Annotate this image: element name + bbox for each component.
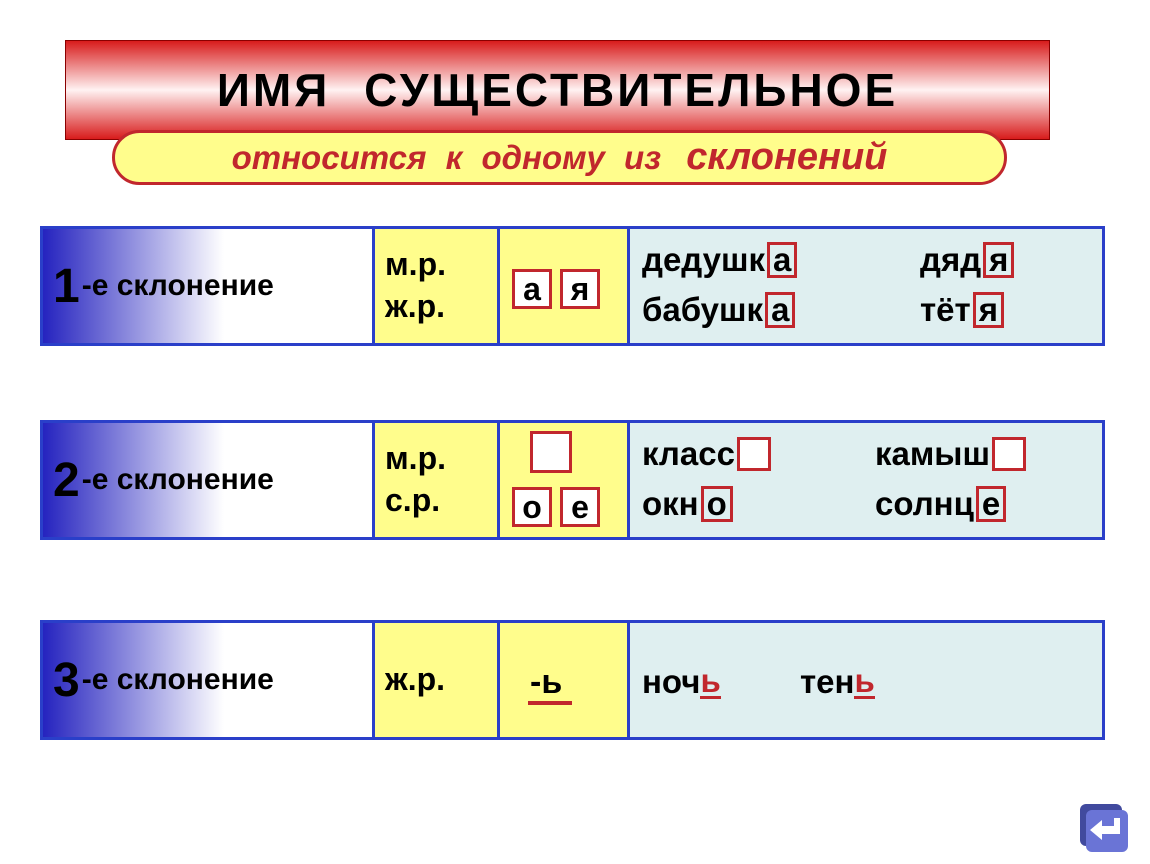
gender-label: м.р. [385, 438, 497, 480]
declension-label: -е склонение [82, 269, 274, 303]
declension-row-3: 3 -е склонение ж.р. -ь ночьтень [40, 620, 1105, 740]
example-word: дедушка [642, 241, 797, 279]
ending-highlight-empty [992, 437, 1026, 471]
soft-sign-highlight: ь [700, 665, 720, 699]
declension-label-cell: 3 -е склонение [43, 623, 375, 737]
ending-box [530, 431, 572, 473]
ending-box: о [512, 487, 552, 527]
subtitle-prefix: относится к одному из [232, 139, 661, 176]
declension-label: -е склонение [82, 663, 274, 697]
gender-cell: м.р. с.р. [375, 423, 500, 537]
title-banner: ИМЯ СУЩЕСТВИТЕЛЬНОЕ [65, 40, 1050, 140]
gender-label: ж.р. [385, 659, 497, 701]
example-stem: дедушк [642, 241, 765, 279]
gender-label: ж.р. [385, 286, 497, 328]
example-stem: ноч [642, 663, 700, 701]
gender-label: м.р. [385, 244, 497, 286]
example-stem: солнц [875, 485, 974, 523]
examples-cell: ночьтень [630, 623, 1102, 737]
example-word: тень [800, 663, 875, 701]
ending-highlight: о [701, 486, 733, 522]
gender-cell: м.р. ж.р. [375, 229, 500, 343]
endings-cell: -ь [500, 623, 630, 737]
ending-box: е [560, 487, 600, 527]
ending-highlight-empty [737, 437, 771, 471]
examples-cell: дедушкадядябабушкатётя [630, 229, 1102, 343]
ending-highlight: а [767, 242, 797, 278]
endings-cell: ая [500, 229, 630, 343]
example-word: тётя [920, 291, 1004, 329]
declension-number: 3 [53, 653, 80, 708]
ending-highlight: я [973, 292, 1004, 328]
soft-sign-ending: -ь [530, 663, 562, 702]
declension-row-2: 2 -е склонение м.р. с.р. ое класскамышок… [40, 420, 1105, 540]
subtitle-bold: склонений [686, 136, 887, 178]
declension-number: 2 [53, 453, 80, 508]
declension-label: -е склонение [82, 463, 274, 497]
examples-cell: класс камыш окно солнце [630, 423, 1102, 537]
example-stem: окн [642, 485, 699, 523]
example-stem: тен [800, 663, 854, 701]
example-stem: дяд [920, 241, 981, 279]
example-word: ночь [642, 663, 721, 701]
example-word: бабушка [642, 291, 795, 329]
example-stem: камыш [875, 435, 990, 473]
example-word: класс [642, 435, 771, 473]
gender-label: с.р. [385, 480, 497, 522]
ending-highlight: я [983, 242, 1014, 278]
example-word: камыш [875, 435, 1026, 473]
example-stem: тёт [920, 291, 971, 329]
infographic-stage: ИМЯ СУЩЕСТВИТЕЛЬНОЕ относится к одному и… [0, 0, 1150, 864]
return-arrow-icon [1080, 804, 1132, 856]
soft-sign-underline [528, 701, 572, 705]
example-stem: класс [642, 435, 735, 473]
endings-cell: ое [500, 423, 630, 537]
declension-label-cell: 2 -е склонение [43, 423, 375, 537]
ending-highlight: е [976, 486, 1006, 522]
example-word: дядя [920, 241, 1014, 279]
ending-highlight: а [765, 292, 795, 328]
example-word: окно [642, 485, 733, 523]
declension-row-1: 1 -е склонение м.р. ж.р. ая дедушкадядяб… [40, 226, 1105, 346]
ending-box: я [560, 269, 600, 309]
declension-number: 1 [53, 259, 80, 314]
gender-cell: ж.р. [375, 623, 500, 737]
subtitle-text: относится к одному из склонений [232, 136, 888, 179]
soft-sign-highlight: ь [854, 665, 874, 699]
subtitle-banner: относится к одному из склонений [112, 130, 1007, 185]
nav-return-button[interactable] [1080, 804, 1132, 856]
example-word: солнце [875, 485, 1006, 523]
title-text: ИМЯ СУЩЕСТВИТЕЛЬНОЕ [217, 63, 898, 117]
declension-label-cell: 1 -е склонение [43, 229, 375, 343]
ending-box: а [512, 269, 552, 309]
example-stem: бабушк [642, 291, 763, 329]
